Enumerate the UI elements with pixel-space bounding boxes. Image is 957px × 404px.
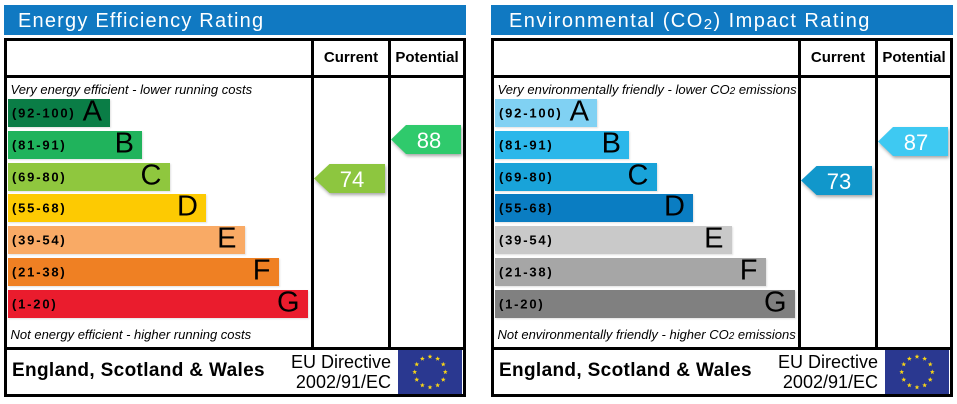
svg-text:73: 73 (826, 169, 850, 194)
svg-text:87: 87 (904, 130, 928, 155)
svg-text:74: 74 (339, 167, 363, 192)
svg-text:88: 88 (417, 128, 441, 153)
